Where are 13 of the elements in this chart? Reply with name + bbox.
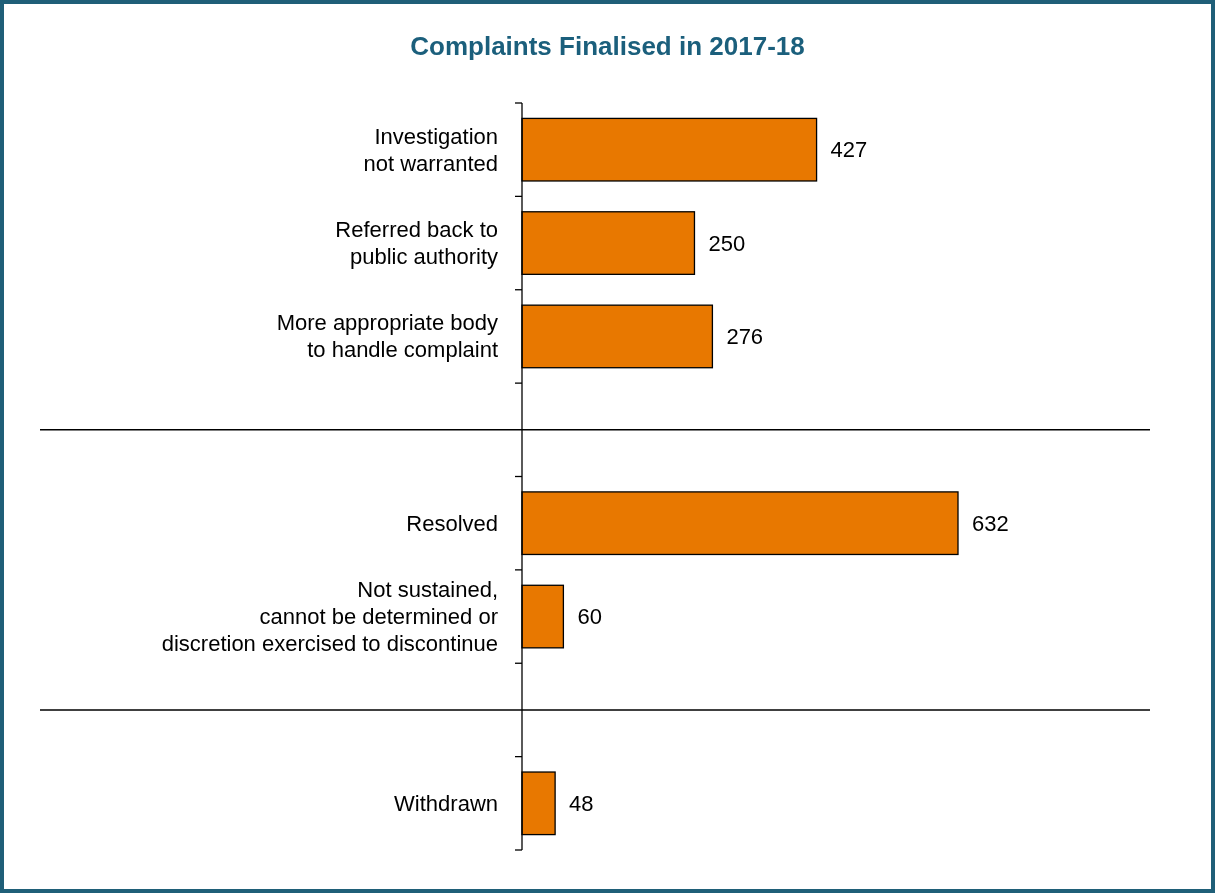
data-label: 60 (577, 604, 602, 630)
y-tick-label: More appropriate body to handle complaint (276, 310, 498, 363)
y-tick-label: Not sustained, cannot be determined or discretion exercised to discontinue (161, 577, 498, 657)
data-label: 632 (972, 510, 1009, 536)
data-label: 427 (830, 137, 868, 163)
y-tick-label: Withdrawn (394, 790, 498, 816)
chart-title: Complaints Finalised in 2017-18 (410, 31, 805, 61)
data-label: 48 (569, 790, 594, 816)
y-tick-label: Investigation not warranted (363, 123, 498, 176)
data-label: 276 (726, 323, 764, 349)
y-tick-label: Referred back to public authority (335, 217, 498, 270)
y-tick-label: Resolved (406, 510, 498, 536)
data-label: 250 (708, 230, 746, 256)
